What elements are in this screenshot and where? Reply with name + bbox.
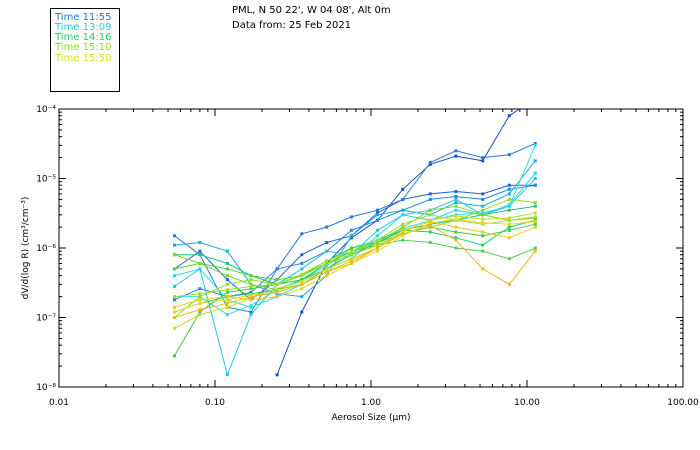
legend-entry-1: Time 11:55 xyxy=(55,12,112,23)
series-line xyxy=(174,212,536,329)
series-1 xyxy=(275,97,537,377)
station-header: PML, N 50 22', W 04 08', Alt 0m xyxy=(232,5,391,16)
legend-entry-2: Time 13:09 xyxy=(55,22,112,33)
x-tick-label: 1.00 xyxy=(361,398,381,408)
series-line xyxy=(174,214,536,298)
series-3 xyxy=(173,141,537,314)
series-line xyxy=(174,184,536,301)
x-tick-label: 100.00 xyxy=(667,398,699,408)
series-line xyxy=(174,221,536,308)
series-line xyxy=(174,172,536,308)
x-tick-label: 0.10 xyxy=(205,398,225,408)
series-line xyxy=(174,160,536,298)
y-tick-label: 10⁻⁶ xyxy=(36,244,56,254)
series-line xyxy=(174,205,536,285)
series-line xyxy=(174,198,536,318)
series-line xyxy=(174,225,536,318)
legend-entry-5: Time 15:50 xyxy=(55,53,112,64)
y-tick-label: 10⁻⁸ xyxy=(36,383,56,393)
y-tick-label: 10⁻⁵ xyxy=(36,175,56,185)
series-layer xyxy=(173,97,537,377)
series-19 xyxy=(173,224,537,319)
x-tick-label: 0.01 xyxy=(49,398,69,408)
date-header: Data from: 25 Feb 2021 xyxy=(232,20,352,31)
y-axis-label: dV/d(log R) (cm³/cm⁻³) xyxy=(21,197,31,300)
series-line xyxy=(174,223,536,357)
y-tick-label: 10⁻⁷ xyxy=(36,314,56,324)
series-15 xyxy=(173,213,537,299)
series-line xyxy=(174,219,536,313)
series-line xyxy=(276,109,521,375)
data-point xyxy=(534,97,537,100)
x-tick-label: 10.00 xyxy=(514,398,540,408)
series-7 xyxy=(173,171,537,309)
legend-entry-4: Time 15:10 xyxy=(55,42,112,53)
series-line xyxy=(174,239,536,281)
series-line xyxy=(174,142,536,313)
legend-box: Time 11:55 Time 13:09 Time 14:16 Time 15… xyxy=(50,8,120,92)
axes-layer: 0.01 0.10 1.00 10.00 100.00 10⁻⁸ 10⁻⁷ 10⁻⁶ 10⁻⁵ 1… xyxy=(36,105,699,408)
y-tick-label: 10⁻⁴ xyxy=(36,105,56,115)
x-axis-label: Aerosol Size (μm) xyxy=(332,413,411,423)
legend-entry-3: Time 14:16 xyxy=(55,32,112,43)
series-line xyxy=(174,184,536,301)
